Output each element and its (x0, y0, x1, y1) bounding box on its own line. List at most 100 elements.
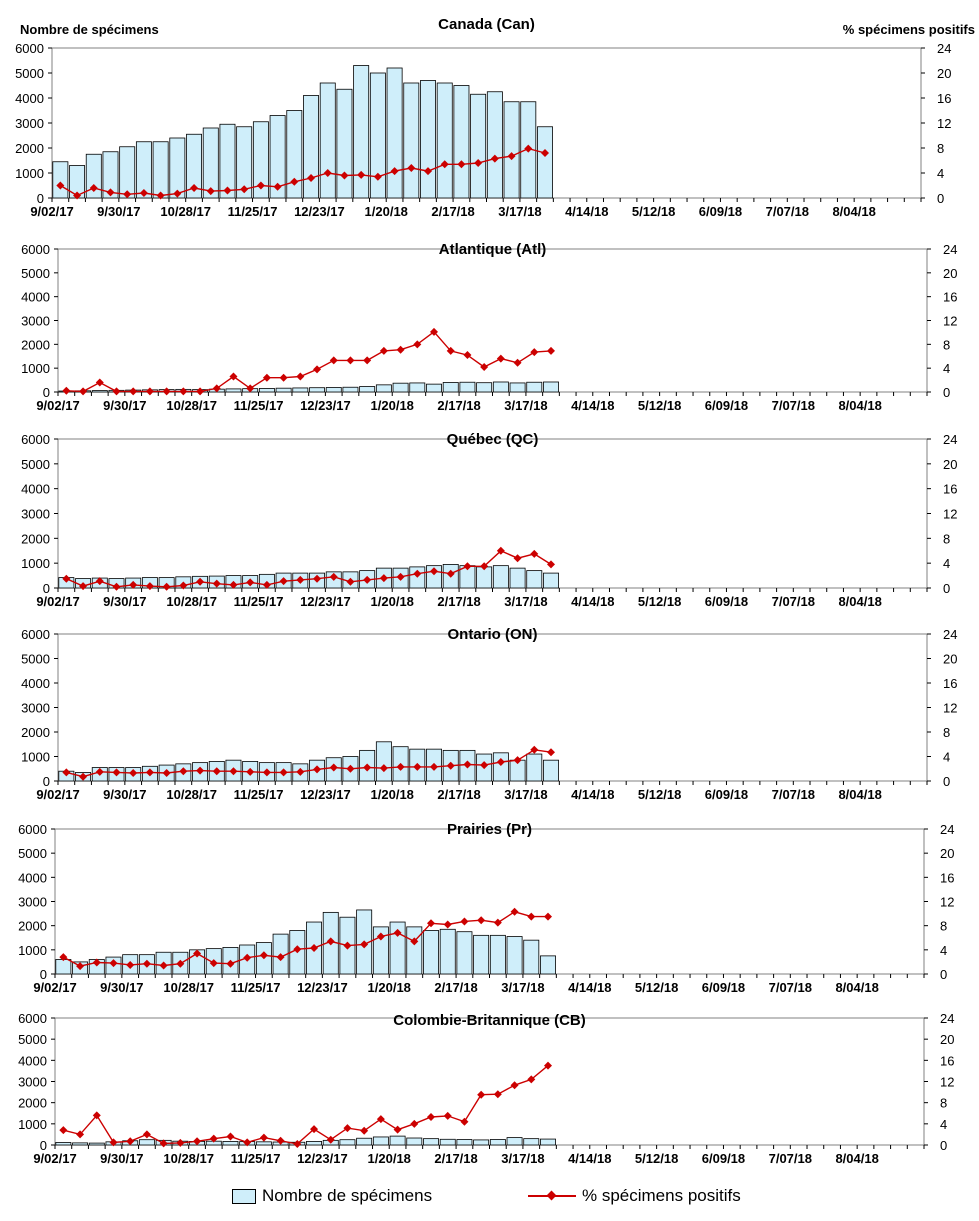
chart2-bar (342, 386, 359, 393)
chart4-bar (543, 759, 559, 782)
chart1-bar (102, 151, 119, 199)
chart5-y-tick-label: 5000 (18, 846, 47, 861)
chart6-bar (306, 1141, 322, 1146)
chart5-positive-rate-point (109, 959, 118, 968)
chart4-positive-rate-point (129, 769, 138, 778)
chart6-bar (88, 1142, 105, 1146)
chart3-y2-tick-label: 24 (943, 432, 957, 447)
chart4-x-tick-label: 6/09/18 (705, 787, 748, 802)
chart2-x-tick-label: 2/17/18 (437, 398, 480, 413)
chart4-y-tick-label: 0 (43, 774, 50, 789)
chart3-y2-tick-label: 0 (943, 581, 950, 596)
chart2-positive-rate-point (463, 351, 472, 360)
chart2-positive-rate-point (279, 373, 288, 382)
chart4-y-tick-label: 4000 (21, 676, 50, 691)
chart6-positive-rate-point (293, 1139, 302, 1148)
chart5-positive-rate-point (510, 907, 519, 916)
chart2-bar (325, 387, 342, 393)
chart4-positive-rate-point (513, 756, 522, 765)
chart5-x-tick-label: 6/09/18 (702, 980, 745, 995)
chart5-y2-tick-label: 24 (940, 822, 954, 837)
left-axis-title: Nombre de spécimens (20, 22, 159, 37)
chart6-bar (255, 1141, 272, 1146)
chart5-positive-rate-point (59, 953, 68, 962)
chart1-positive-rate-point (256, 181, 265, 190)
chart6-bar (222, 1141, 239, 1146)
chart5-y-tick-label: 3000 (18, 895, 47, 910)
chart6-positive-rate-point (360, 1126, 369, 1135)
chart6-bar (489, 1139, 506, 1146)
chart6-bar (72, 1142, 89, 1146)
chart1-bar (403, 82, 420, 199)
chart4-bar (526, 753, 543, 782)
chart2-bar (442, 382, 459, 393)
chart2-positive-rate-point (379, 346, 388, 355)
chart3-y-tick-label: 3000 (21, 507, 50, 522)
chart6-positive-rate-point (209, 1134, 218, 1143)
chart1-positive-rate-point (440, 160, 449, 169)
chart1-y-tick-label: 3000 (15, 116, 44, 131)
chart6-y2-tick-label: 8 (940, 1096, 947, 1111)
chart5-y-tick-label: 2000 (18, 919, 47, 934)
chart5-positive-rate-point (159, 961, 168, 970)
chart2-bar (476, 382, 493, 393)
chart6-positive-rate-point (243, 1138, 252, 1147)
chart1-y-tick-label: 1000 (15, 166, 44, 181)
chart4-positive-rate-point (95, 767, 104, 776)
chart2-bar (492, 381, 509, 393)
chart5-positive-rate-point (527, 912, 536, 921)
chart2-positive-rate-point (530, 348, 539, 357)
chart3-positive-rate-point (446, 569, 455, 578)
chart2-x-tick-label: 6/09/18 (705, 398, 748, 413)
chart2-y2-tick-label: 0 (943, 385, 950, 400)
chart1-positive-rate-point (307, 174, 316, 182)
chart2-positive-rate-point (79, 387, 88, 396)
chart1-positive-rate-point (206, 187, 215, 196)
chart2-y2-tick-label: 8 (943, 337, 950, 352)
chart1-x-tick-label: 7/07/18 (766, 204, 809, 219)
chart3-x-tick-label: 10/28/17 (166, 594, 217, 609)
chart1-positive-rate-point (490, 154, 499, 163)
chart2-positive-rate-point (329, 356, 338, 365)
chart4-positive-rate-point (496, 758, 505, 767)
chart6-positive-rate-point (226, 1132, 235, 1141)
chart1-bar (336, 88, 353, 199)
chart5-bar (523, 939, 540, 975)
chart1-title: Canada (Can) (438, 16, 535, 33)
chart5-x-tick-label: 5/12/18 (635, 980, 678, 995)
chart6-positive-rate-point (410, 1119, 419, 1128)
chart6-positive-rate-point (276, 1136, 285, 1145)
chart3-y2-tick-label: 20 (943, 457, 957, 472)
chart3-positive-rate-point (196, 577, 205, 586)
chart4-positive-rate-point (396, 762, 405, 771)
chart3-x-tick-label: 12/23/17 (300, 594, 351, 609)
chart1-y2-tick-label: 12 (937, 116, 951, 131)
chart5-y2-tick-label: 0 (940, 967, 947, 982)
chart6-positive-rate-point (443, 1111, 452, 1120)
chart1-positive-rate-point (56, 181, 65, 190)
chart5-y2-tick-label: 4 (940, 943, 947, 958)
chart6-title: Colombie-Britannique (CB) (393, 1012, 586, 1029)
chart1-y2-tick-label: 16 (937, 91, 951, 106)
chart1-positive-rate-point (407, 164, 416, 172)
chart2-x-tick-label: 9/30/17 (103, 398, 146, 413)
chart5-bar (406, 926, 423, 975)
chart5-positive-rate-point (209, 959, 218, 968)
chart4-positive-rate-point (546, 748, 555, 757)
chart6-positive-rate-point (259, 1133, 268, 1142)
chart2-positive-rate-point (296, 372, 305, 381)
chart1-positive-rate-point (139, 189, 148, 197)
chart2-positive-rate-point (246, 384, 255, 393)
chart5-positive-rate-point (176, 959, 185, 968)
chart5-y2-tick-label: 20 (940, 846, 954, 861)
chart2-bar (292, 387, 309, 393)
chart1-x-tick-label: 11/25/17 (228, 204, 278, 219)
chart5-y2-tick-label: 8 (940, 919, 947, 934)
chart1-positive-rate-point (424, 167, 433, 176)
chart5-y-tick-label: 4000 (18, 870, 47, 885)
chart6-positive-rate-point (76, 1130, 85, 1139)
chart2-plot-frame (57, 248, 928, 393)
chart3-positive-rate-point (112, 582, 121, 591)
chart5-x-tick-label: 9/30/17 (100, 980, 143, 995)
chart5-bar (456, 931, 473, 975)
